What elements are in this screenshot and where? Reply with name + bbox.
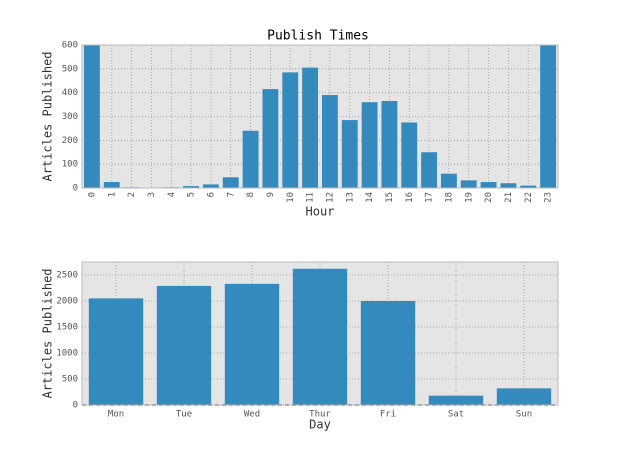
bar: [429, 396, 483, 405]
bar: [282, 72, 298, 188]
y-tick-label: 600: [62, 41, 78, 51]
x-tick-label: 8: [246, 192, 256, 197]
y-tick-label: 300: [62, 112, 78, 122]
bar: [322, 95, 338, 188]
bar: [441, 174, 457, 188]
bar: [89, 298, 143, 405]
x-tick-label: 10: [286, 192, 296, 203]
bar: [500, 183, 516, 188]
bar: [461, 180, 477, 188]
x-tick-label: 21: [504, 192, 514, 203]
x-tick-label: Sat: [448, 410, 464, 420]
x-axis-label: Day: [309, 418, 331, 432]
x-tick-label: 6: [206, 192, 216, 197]
x-tick-label: 17: [425, 192, 435, 203]
x-tick-label: Sun: [516, 410, 532, 420]
y-tick-label: 400: [62, 88, 78, 98]
x-tick-label: 3: [147, 192, 157, 197]
bar: [225, 284, 279, 405]
x-tick-label: 14: [365, 192, 375, 203]
bar: [293, 269, 347, 405]
x-tick-label: 5: [187, 192, 197, 197]
y-tick-label: 1000: [56, 349, 78, 359]
chart-title: Publish Times: [267, 29, 369, 44]
y-tick-label: 1500: [56, 323, 78, 333]
bar: [497, 388, 551, 405]
x-tick-label: 12: [325, 192, 335, 203]
bar: [262, 89, 278, 188]
bar: [223, 177, 239, 188]
x-tick-label: 23: [544, 192, 554, 203]
y-axis-label: Articles Published: [41, 268, 55, 398]
y-tick-label: 200: [62, 136, 78, 146]
x-tick-label: 11: [306, 192, 316, 203]
x-tick-label: 4: [167, 192, 177, 197]
x-axis-label: Hour: [306, 205, 335, 219]
x-tick-label: 2: [127, 192, 137, 197]
x-tick-label: 18: [444, 192, 454, 203]
x-tick-label: 9: [266, 192, 276, 197]
x-tick-label: Mon: [108, 410, 124, 420]
bar: [243, 131, 259, 188]
bar: [302, 68, 318, 188]
x-tick-label: Tue: [176, 410, 192, 420]
bar: [421, 152, 437, 188]
x-tick-label: 13: [345, 192, 355, 203]
bar: [157, 286, 211, 405]
bar: [401, 122, 417, 188]
y-tick-label: 500: [62, 375, 78, 385]
y-tick-label: 2000: [56, 297, 78, 307]
y-tick-label: 2500: [56, 271, 78, 281]
y-tick-label: 100: [62, 160, 78, 170]
x-tick-label: 22: [524, 192, 534, 203]
y-axis-label: Articles Published: [41, 51, 55, 181]
x-tick-label: 7: [226, 192, 236, 197]
bar: [84, 45, 100, 188]
y-tick-label: 0: [73, 401, 78, 411]
y-tick-label: 0: [73, 184, 78, 194]
bar: [203, 184, 219, 188]
bar: [342, 120, 358, 188]
bar: [362, 102, 378, 188]
x-tick-label: Fri: [380, 410, 396, 420]
x-tick-label: 19: [464, 192, 474, 203]
x-tick-label: 20: [484, 192, 494, 203]
bar: [381, 101, 397, 188]
x-tick-label: 1: [107, 192, 117, 197]
x-tick-label: 16: [405, 192, 415, 203]
x-tick-label: Wed: [244, 410, 260, 420]
x-tick-label: 15: [385, 192, 395, 203]
y-tick-label: 500: [62, 64, 78, 74]
x-tick-label: 0: [87, 192, 97, 197]
bar: [361, 301, 415, 405]
bar: [481, 182, 497, 188]
bar: [104, 182, 120, 188]
bar: [540, 45, 556, 188]
